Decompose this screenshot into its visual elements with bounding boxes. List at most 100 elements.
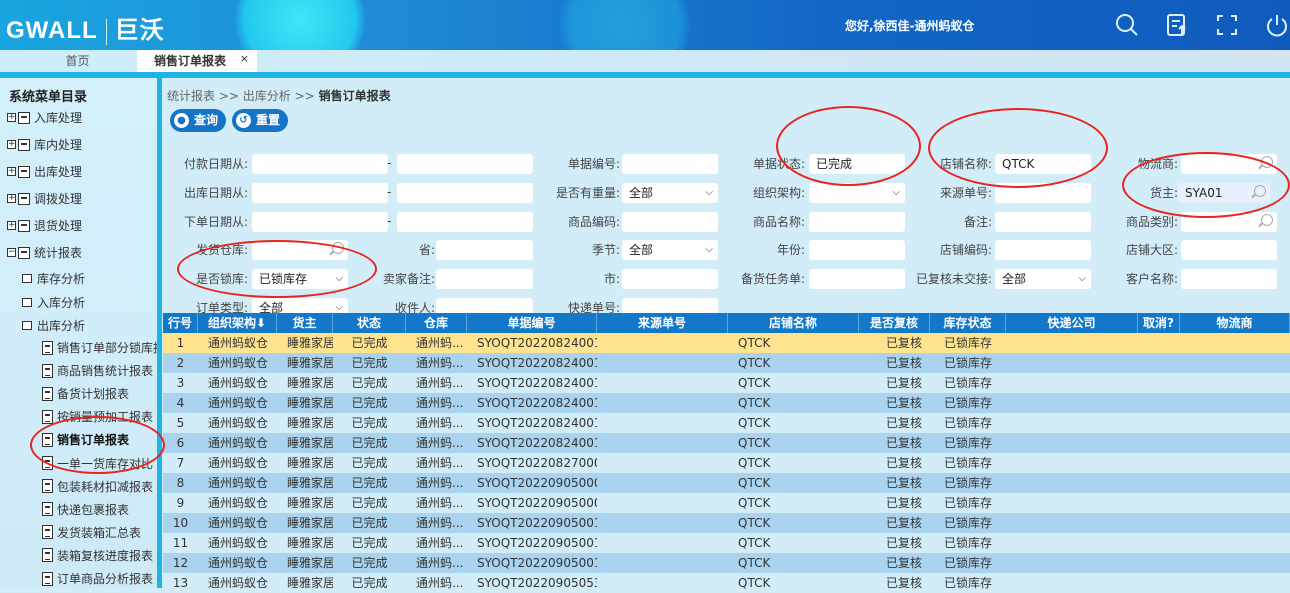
power-icon[interactable] — [1265, 13, 1289, 37]
sidebar-group[interactable]: + 退货处理 — [7, 217, 82, 234]
season-select[interactable]: 全部 ⌵ — [622, 240, 718, 260]
tab-home[interactable]: 首页 — [65, 54, 90, 68]
order-date-from-input[interactable] — [252, 212, 388, 232]
table-row[interactable]: 5 通州蚂蚁仓 睡雅家居 已完成 通州蚂... SYOQT202208240018 QTCK… — [163, 413, 1290, 433]
breadcrumb-item[interactable]: 统计报表 — [167, 89, 216, 103]
column-header[interactable]: 货主 — [277, 313, 333, 333]
export-icon[interactable] — [1165, 13, 1189, 37]
carrier-input[interactable] — [1181, 154, 1277, 174]
table-row[interactable]: 12 通州蚂蚁仓 睡雅家居 已完成 通州蚂... SYOQT202209050017 QTC… — [163, 553, 1290, 573]
table-row[interactable]: 6 通州蚂蚁仓 睡雅家居 已完成 通州蚂... SYOQT202208240018 QTCK… — [163, 433, 1290, 453]
region-input[interactable] — [1181, 240, 1277, 260]
expand-icon[interactable]: + — [7, 166, 16, 176]
table-row[interactable]: 10 通州蚂蚁仓 睡雅家居 已完成 通州蚂... SYOQT202209050013 QTC… — [163, 513, 1290, 533]
lookup-icon[interactable] — [332, 242, 344, 254]
column-header[interactable]: 仓库 — [406, 313, 467, 333]
sidebar-group[interactable]: + 调拨处理 — [7, 190, 82, 207]
column-header[interactable]: 是否复核 — [859, 313, 930, 333]
table-row[interactable]: 11 通州蚂蚁仓 睡雅家居 已完成 通州蚂... SYOQT202209050014 QTC… — [163, 533, 1290, 553]
warehouse-input[interactable] — [252, 240, 348, 260]
owner-input[interactable]: SYA01 — [1178, 183, 1270, 203]
sidebar-group[interactable]: + 出库处理 — [7, 163, 82, 180]
sidebar-splitter[interactable] — [157, 78, 162, 588]
category-input[interactable] — [1181, 212, 1277, 232]
seller-note-input[interactable] — [436, 269, 533, 289]
reset-button[interactable]: ↺ 重置 — [232, 109, 289, 132]
doc-status-input[interactable]: 已完成 — [809, 154, 905, 174]
shop-code-input[interactable] — [995, 240, 1091, 260]
close-tab-icon[interactable]: × — [239, 52, 249, 65]
column-header[interactable]: 来源单号 — [597, 313, 728, 333]
has-weight-select[interactable]: 全部 ⌵ — [622, 183, 718, 203]
remark-input[interactable] — [995, 212, 1091, 232]
table-row[interactable]: 2 通州蚂蚁仓 睡雅家居 已完成 通州蚂... SYOQT202208240018 QTCK… — [163, 353, 1290, 373]
search-icon[interactable] — [1115, 13, 1139, 37]
city-input[interactable] — [622, 269, 718, 289]
sidebar-group[interactable]: + 入库处理 — [7, 109, 82, 126]
sidebar-item-report[interactable]: 备货计划报表 — [42, 385, 129, 402]
expand-icon[interactable]: + — [7, 112, 16, 122]
lookup-icon[interactable] — [1254, 185, 1266, 197]
shop-name-input[interactable]: QTCK — [995, 154, 1091, 174]
sidebar-item-report[interactable]: 快递包裹报表 — [42, 501, 129, 518]
sidebar-folder[interactable]: 出库分析 — [22, 317, 85, 334]
sku-name-input[interactable] — [809, 212, 905, 232]
lookup-icon[interactable] — [1261, 214, 1273, 226]
sidebar-item-report[interactable]: 销售订单部分锁库报表 — [42, 339, 157, 356]
org-select[interactable]: ⌵ — [809, 183, 905, 203]
table-row[interactable]: 4 通州蚂蚁仓 睡雅家居 已完成 通州蚂... SYOQT202208240018 QTCK… — [163, 393, 1290, 413]
lookup-icon[interactable] — [1261, 156, 1273, 168]
table-row[interactable]: 3 通州蚂蚁仓 睡雅家居 已完成 通州蚂... SYOQT202208240018 QTCK… — [163, 373, 1290, 393]
out-date-to-input[interactable] — [397, 183, 533, 203]
sidebar-group[interactable]: + 库内处理 — [7, 136, 82, 153]
year-input[interactable] — [809, 240, 905, 260]
table-row[interactable]: 7 通州蚂蚁仓 睡雅家居 已完成 通州蚂... SYOQT202208270001 QTCK… — [163, 453, 1290, 473]
column-header[interactable]: 行号 — [163, 313, 198, 333]
sidebar-item-report[interactable]: 按销量预加工报表 — [42, 408, 153, 425]
table-cell: 已锁库存 — [943, 556, 992, 570]
expand-icon[interactable]: + — [7, 193, 16, 203]
sidebar-item-report[interactable]: 装箱复核进度报表 — [42, 547, 153, 564]
sidebar-group-label: 出库处理 — [34, 165, 83, 179]
sidebar-group[interactable]: − 统计报表 — [7, 244, 82, 261]
sidebar-folder[interactable]: 库存分析 — [22, 270, 85, 287]
doc-no-input[interactable] — [622, 154, 718, 174]
table-row[interactable]: 1 通州蚂蚁仓 睡雅家居 已完成 通州蚂... SYOQT202208240018 QTCK… — [163, 333, 1290, 353]
breadcrumb-item[interactable]: 出库分析 — [242, 89, 291, 103]
expand-icon[interactable]: + — [7, 220, 16, 230]
column-header[interactable]: 库存状态 — [930, 313, 1006, 333]
stock-task-input[interactable] — [809, 269, 905, 289]
sidebar-item-report[interactable]: 销售订单报表 — [42, 431, 129, 448]
column-header[interactable]: 状态 — [333, 313, 406, 333]
checked-unhandover-select[interactable]: 全部 ⌵ — [995, 269, 1091, 289]
expand-icon[interactable]: + — [7, 139, 16, 149]
fullscreen-icon[interactable] — [1215, 13, 1239, 37]
table-row[interactable]: 8 通州蚂蚁仓 睡雅家居 已完成 通州蚂... SYOQT202209050007 QTCK… — [163, 473, 1290, 493]
table-row[interactable]: 13 通州蚂蚁仓 睡雅家居 已完成 通州蚂... SYOQT202209050533 QTC… — [163, 573, 1290, 593]
pay-date-to-input[interactable] — [397, 154, 533, 174]
sidebar-item-report[interactable]: 订单商品分析报表 — [42, 570, 153, 587]
column-header[interactable]: 组织架构⬇ — [198, 313, 277, 333]
source-no-input[interactable] — [995, 183, 1091, 203]
lock-select[interactable]: 已锁库存 ⌵ — [252, 269, 348, 289]
sidebar-item-report[interactable]: 包装耗材扣减报表 — [42, 478, 153, 495]
out-date-from-input[interactable] — [252, 183, 388, 203]
customer-input[interactable] — [1181, 269, 1277, 289]
sidebar-item-report[interactable]: 商品销售统计报表 — [42, 362, 153, 379]
province-input[interactable] — [436, 240, 533, 260]
query-button[interactable]: ● 查询 — [170, 109, 227, 132]
collapse-icon[interactable]: − — [7, 247, 16, 257]
order-date-to-input[interactable] — [397, 212, 533, 232]
sidebar-item-report[interactable]: 发货装箱汇总表 — [42, 524, 141, 541]
sku-code-input[interactable] — [622, 212, 718, 232]
column-header[interactable]: 单据编号 — [467, 313, 597, 333]
sidebar-item-report[interactable]: 一单一货库存对比 — [42, 455, 153, 472]
column-header[interactable]: 取消? — [1138, 313, 1180, 333]
sidebar-folder[interactable]: 入库分析 — [22, 294, 85, 311]
table-row[interactable]: 9 通州蚂蚁仓 睡雅家居 已完成 通州蚂... SYOQT202209050008 QTCK… — [163, 493, 1290, 513]
pay-date-from-input[interactable] — [252, 154, 388, 174]
tab-sales-order-report[interactable]: 销售订单报表 × — [137, 50, 257, 72]
column-header[interactable]: 快递公司 — [1006, 313, 1138, 333]
column-header[interactable]: 店铺名称 — [728, 313, 859, 333]
column-header[interactable]: 物流商 — [1180, 313, 1290, 333]
